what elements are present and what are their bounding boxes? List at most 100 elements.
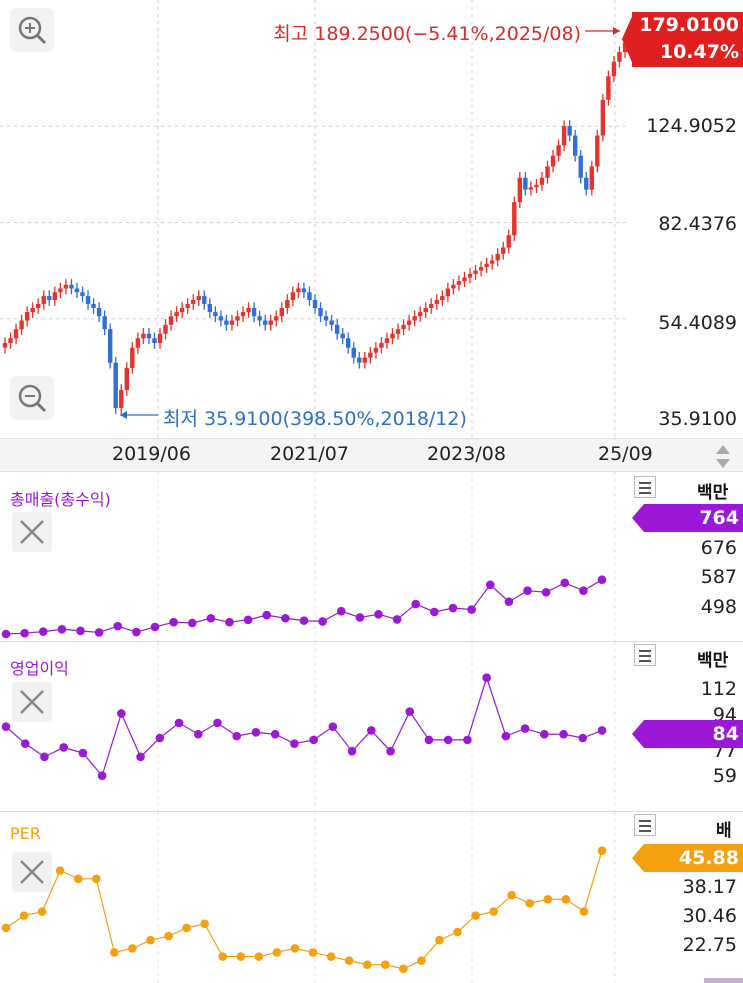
resize-handle[interactable] — [708, 441, 738, 471]
op-income-point — [309, 735, 318, 745]
op-income-point — [174, 718, 184, 728]
candle-body — [495, 253, 500, 261]
candle-body — [157, 333, 163, 344]
op-income-point — [117, 709, 126, 718]
candle-body — [290, 292, 296, 300]
candle-body — [456, 281, 462, 285]
op-income-current-badge — [632, 720, 743, 748]
zoom-out-button[interactable] — [10, 376, 54, 420]
per-point — [290, 944, 300, 953]
candle-body — [174, 312, 179, 317]
candle-body — [489, 260, 495, 264]
candle-body — [622, 42, 628, 53]
op-income-panel: 영업이익 백만 112 94 77 59 84 — [0, 642, 743, 812]
candle-body — [368, 352, 373, 358]
candle-body — [113, 362, 118, 409]
candle-body — [467, 274, 473, 278]
candle-body — [36, 303, 41, 308]
candle-body — [191, 299, 196, 304]
op-income-remove-button[interactable] — [12, 682, 52, 722]
per-series-line — [5, 850, 603, 970]
revenue-remove-button[interactable] — [12, 512, 52, 552]
revenue-y-tick: 587 — [700, 566, 737, 588]
revenue-point — [243, 615, 253, 625]
candle-body — [473, 270, 478, 275]
x-axis-bar: 2019/06 2021/07 2023/08 25/09 — [0, 438, 743, 472]
candle-body — [379, 343, 384, 348]
op-income-point — [520, 724, 530, 733]
candle-body — [285, 299, 290, 308]
candle-body — [318, 307, 323, 317]
candle-body — [102, 316, 107, 330]
per-menu-button[interactable] — [634, 814, 656, 836]
revenue-point — [467, 605, 476, 614]
low-arrow-head — [120, 411, 127, 419]
candle-body — [362, 357, 368, 363]
op-income-point — [155, 733, 165, 743]
per-point — [272, 948, 282, 957]
op-income-current-value: 84 — [712, 723, 739, 745]
candle-body — [213, 312, 218, 317]
op-income-point — [213, 718, 222, 728]
candle-body — [296, 288, 301, 293]
close-icon — [20, 860, 44, 884]
op-income-point — [328, 722, 338, 731]
revenue-current-value: 764 — [699, 507, 739, 529]
zoom-out-icon — [18, 384, 47, 413]
candle-body — [406, 320, 412, 325]
per-point — [380, 960, 390, 970]
revenue-point — [57, 624, 67, 634]
op-income-point — [405, 707, 415, 716]
candle-body — [617, 52, 622, 62]
op-income-menu-button[interactable] — [634, 644, 656, 666]
candle-body — [523, 177, 528, 190]
candle-body — [417, 312, 423, 317]
candle-body — [80, 292, 85, 297]
revenue-current-badge — [632, 504, 743, 532]
revenue-point — [299, 616, 309, 625]
revenue-point — [113, 621, 123, 631]
revenue-point — [541, 587, 551, 597]
per-point — [182, 923, 191, 933]
op-income-y-tick: 59 — [712, 765, 737, 787]
high-annotation: 최고 189.2500(−5.41%,2025/08) — [273, 23, 581, 45]
revenue-point — [76, 626, 85, 636]
candle-body — [373, 347, 379, 353]
revenue-point — [187, 618, 197, 628]
current-price-value: 179.0100 — [639, 14, 739, 36]
candle-body — [534, 184, 539, 188]
candle-body — [312, 299, 318, 308]
candle-body — [451, 284, 456, 289]
current-price-change: 10.47% — [659, 41, 739, 63]
per-point — [597, 846, 607, 855]
per-point — [110, 948, 119, 957]
candle-body — [85, 296, 91, 304]
candle-body — [506, 235, 511, 248]
candle-body — [462, 277, 467, 282]
op-income-point — [578, 733, 588, 743]
revenue-point — [579, 586, 588, 596]
candle-body — [229, 320, 235, 325]
zoom-in-button[interactable] — [10, 8, 54, 52]
candle-body — [2, 343, 8, 348]
per-current-badge — [632, 844, 743, 872]
candle-body — [572, 135, 578, 156]
close-icon — [20, 520, 44, 544]
per-point — [146, 935, 155, 945]
panel-divider — [0, 641, 743, 642]
op-income-point — [463, 735, 472, 745]
candle-body — [606, 76, 611, 100]
candle-body — [334, 324, 340, 334]
per-unit: 배 — [716, 821, 732, 841]
candle-body — [135, 338, 141, 348]
revenue-point — [94, 628, 104, 637]
revenue-menu-button[interactable] — [634, 476, 656, 498]
candle-body — [152, 338, 157, 344]
per-remove-button[interactable] — [12, 852, 52, 892]
op-income-point — [386, 746, 395, 756]
price-y-tick: 82.4376 — [658, 213, 737, 235]
candle-body — [52, 292, 58, 300]
per-point — [236, 952, 246, 961]
candle-body — [163, 324, 168, 334]
revenue-point — [225, 617, 234, 627]
